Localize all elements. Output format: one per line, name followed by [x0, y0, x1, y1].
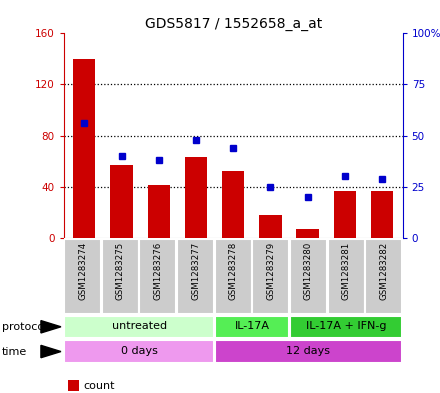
- Text: untreated: untreated: [111, 321, 167, 331]
- Text: GSM1283278: GSM1283278: [229, 242, 238, 300]
- Bar: [328, 239, 365, 314]
- Bar: [253, 239, 290, 314]
- Polygon shape: [41, 321, 61, 333]
- Bar: [177, 239, 214, 314]
- Bar: [110, 165, 133, 238]
- Text: protocol: protocol: [2, 322, 48, 332]
- Bar: [297, 229, 319, 238]
- Text: GSM1283279: GSM1283279: [266, 242, 275, 300]
- Bar: [185, 157, 207, 238]
- Bar: [64, 340, 214, 363]
- Text: 12 days: 12 days: [286, 346, 330, 356]
- Bar: [290, 239, 327, 314]
- Bar: [147, 185, 170, 238]
- Bar: [215, 316, 290, 338]
- Text: GSM1283281: GSM1283281: [341, 242, 351, 300]
- Bar: [259, 215, 282, 238]
- Text: IL-17A: IL-17A: [235, 321, 270, 331]
- Text: GSM1283282: GSM1283282: [379, 242, 388, 300]
- Text: GSM1283274: GSM1283274: [78, 242, 87, 300]
- Bar: [215, 340, 402, 363]
- Bar: [215, 239, 252, 314]
- Bar: [365, 239, 402, 314]
- Bar: [290, 316, 402, 338]
- Text: time: time: [2, 347, 27, 356]
- Bar: [139, 239, 176, 314]
- Title: GDS5817 / 1552658_a_at: GDS5817 / 1552658_a_at: [145, 17, 322, 31]
- Bar: [64, 316, 214, 338]
- Bar: [222, 171, 244, 238]
- Bar: [371, 191, 393, 238]
- Bar: [64, 239, 101, 314]
- Text: GSM1283276: GSM1283276: [154, 242, 162, 300]
- Text: IL-17A + IFN-g: IL-17A + IFN-g: [306, 321, 386, 331]
- Text: GSM1283277: GSM1283277: [191, 242, 200, 300]
- Bar: [102, 239, 139, 314]
- Text: 0 days: 0 days: [121, 346, 158, 356]
- Text: count: count: [84, 380, 115, 391]
- Bar: [334, 191, 356, 238]
- Bar: [73, 59, 95, 238]
- Text: GSM1283280: GSM1283280: [304, 242, 313, 300]
- Text: GSM1283275: GSM1283275: [116, 242, 125, 300]
- Polygon shape: [41, 345, 61, 358]
